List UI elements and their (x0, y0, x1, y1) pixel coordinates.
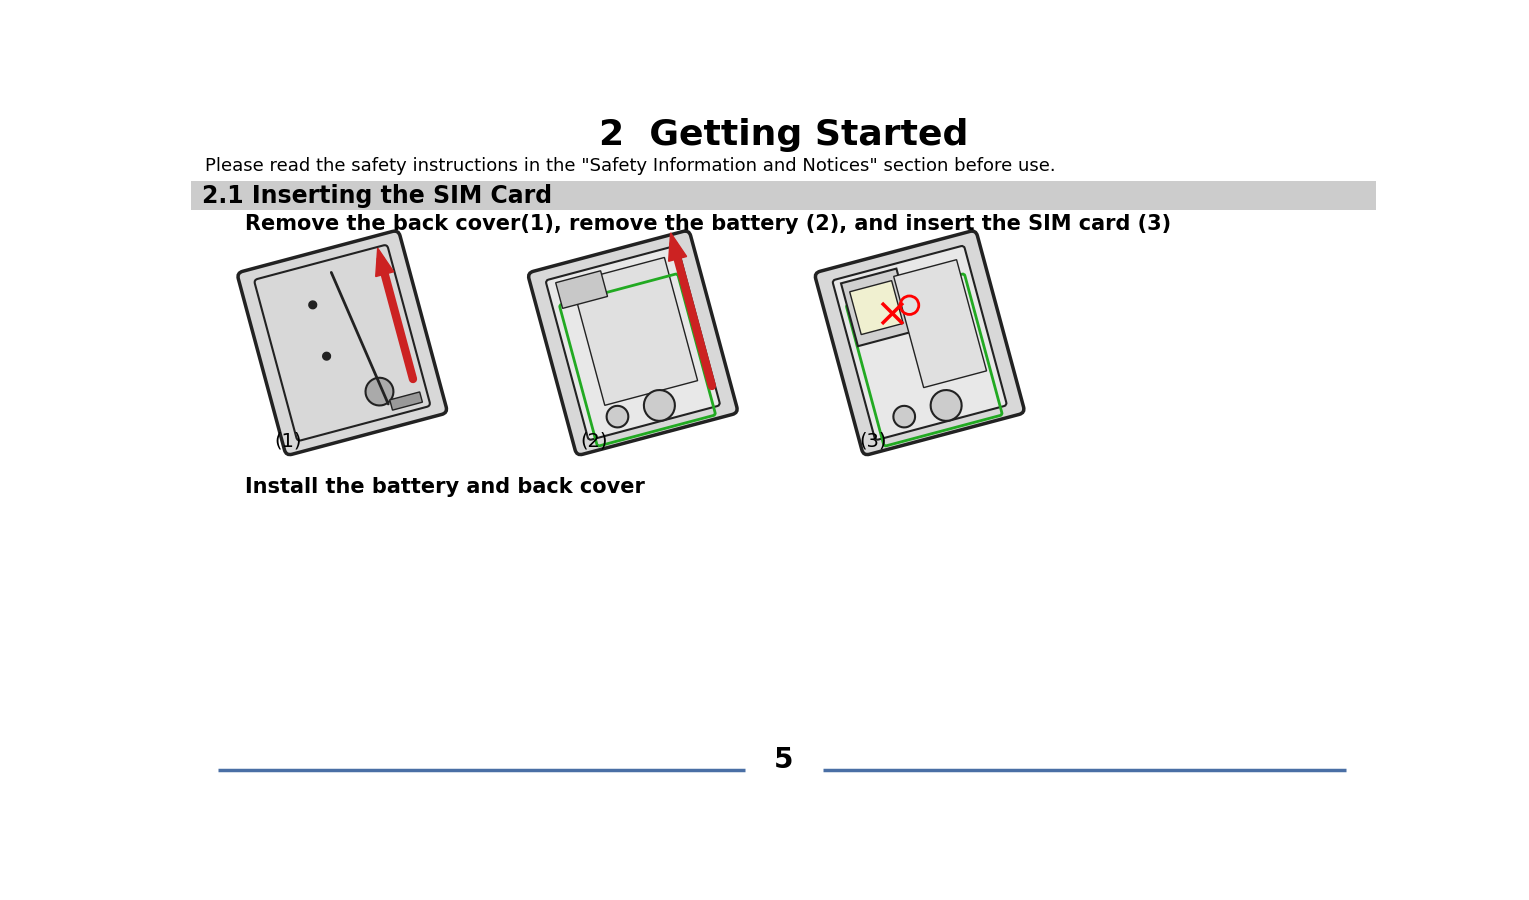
Circle shape (365, 378, 393, 406)
FancyBboxPatch shape (893, 260, 986, 388)
Text: (3): (3) (859, 431, 887, 450)
Polygon shape (376, 248, 393, 276)
FancyBboxPatch shape (191, 181, 1376, 211)
FancyBboxPatch shape (815, 231, 1024, 454)
Text: (2): (2) (581, 431, 609, 450)
Polygon shape (668, 233, 687, 261)
Circle shape (644, 390, 674, 421)
Circle shape (607, 406, 628, 428)
FancyBboxPatch shape (841, 268, 913, 346)
FancyBboxPatch shape (833, 246, 1006, 440)
Text: Install the battery and back cover: Install the battery and back cover (245, 477, 645, 497)
FancyBboxPatch shape (572, 257, 697, 405)
Text: 2  Getting Started: 2 Getting Started (599, 118, 968, 152)
Text: 5: 5 (774, 746, 794, 774)
FancyBboxPatch shape (546, 246, 720, 440)
Circle shape (931, 390, 962, 421)
Text: 2.1 Inserting the SIM Card: 2.1 Inserting the SIM Card (202, 184, 552, 208)
Text: Please read the safety instructions in the "Safety Information and Notices" sect: Please read the safety instructions in t… (205, 157, 1055, 175)
Circle shape (323, 352, 330, 360)
FancyBboxPatch shape (239, 231, 446, 454)
Circle shape (893, 406, 914, 428)
FancyBboxPatch shape (555, 271, 607, 309)
Circle shape (309, 301, 317, 309)
FancyBboxPatch shape (255, 245, 430, 440)
Text: (1): (1) (274, 431, 301, 450)
FancyBboxPatch shape (850, 281, 904, 335)
FancyBboxPatch shape (390, 392, 422, 410)
FancyBboxPatch shape (529, 231, 737, 454)
Text: Remove the back cover(1), remove the battery (2), and insert the SIM card (3): Remove the back cover(1), remove the bat… (245, 213, 1171, 233)
